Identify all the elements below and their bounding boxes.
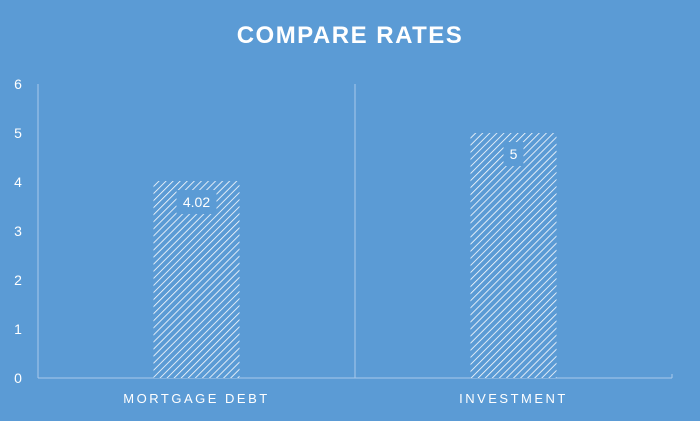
y-tick-label: 5 [14, 125, 22, 141]
y-tick-label: 6 [14, 76, 22, 92]
category-label: MORTGAGE DEBT [123, 391, 269, 406]
bar [470, 133, 557, 378]
data-label-box [503, 142, 524, 166]
y-tick-label: 0 [14, 370, 22, 386]
category-label: INVESTMENT [459, 391, 568, 406]
data-label: 4.02 [183, 194, 210, 210]
y-tick-label: 4 [14, 174, 22, 190]
y-tick-label: 3 [14, 223, 22, 239]
chart-title: COMPARE RATES [236, 22, 464, 49]
data-label-box [176, 190, 217, 215]
y-tick-label: 1 [14, 321, 22, 337]
y-tick-label: 2 [14, 272, 22, 288]
data-label: 5 [510, 146, 518, 162]
